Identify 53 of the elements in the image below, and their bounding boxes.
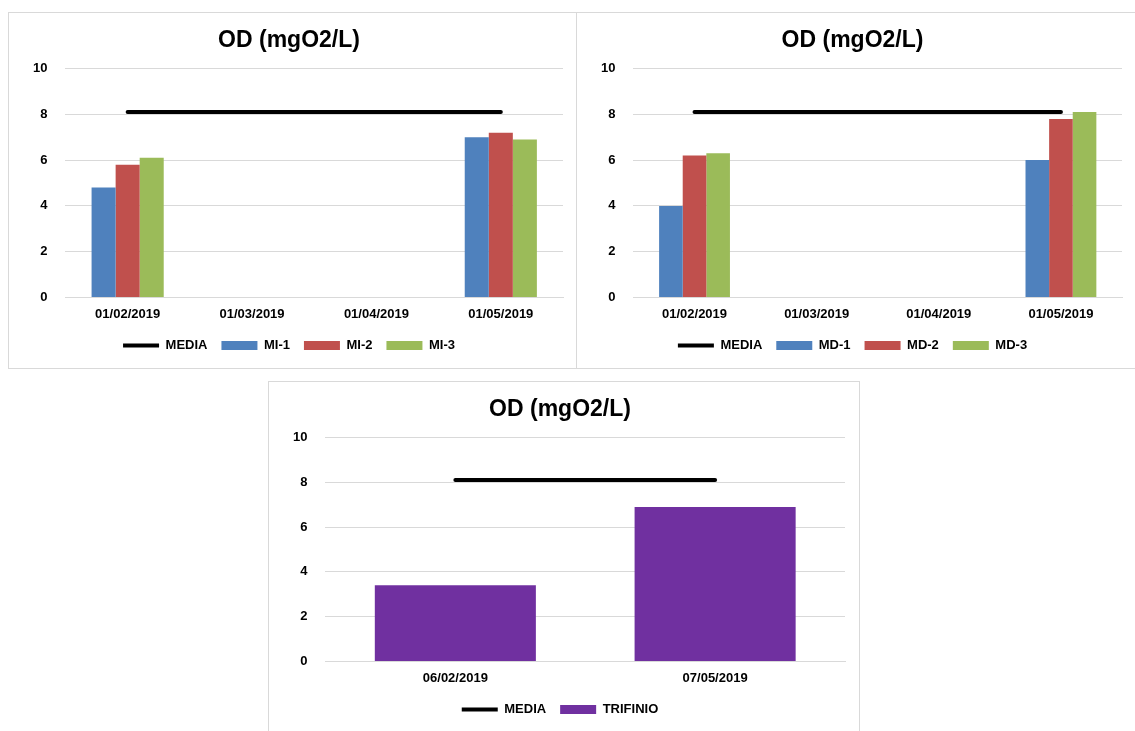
y-tick-label: 4 bbox=[608, 197, 617, 213]
bar bbox=[1025, 160, 1050, 297]
y-tick-label: 10 bbox=[600, 60, 616, 76]
bar bbox=[464, 137, 489, 297]
y-tick-label: 0 bbox=[300, 652, 308, 668]
bar bbox=[1072, 112, 1097, 297]
x-tick-label: 01/03/2019 bbox=[784, 305, 850, 321]
legend-label: MEDIA bbox=[504, 701, 547, 717]
x-tick-label: 01/05/2019 bbox=[468, 305, 534, 321]
bar bbox=[1049, 118, 1073, 297]
x-tick-label: 01/05/2019 bbox=[1028, 305, 1094, 321]
bar bbox=[115, 164, 140, 297]
x-tick-label: 01/03/2019 bbox=[219, 305, 285, 321]
x-tick-label: 01/04/2019 bbox=[343, 305, 409, 321]
bar bbox=[91, 187, 116, 297]
bar bbox=[139, 157, 164, 297]
x-tick-label: 01/04/2019 bbox=[906, 305, 972, 321]
y-tick-label: 8 bbox=[40, 105, 48, 121]
y-tick-label: 6 bbox=[608, 151, 616, 167]
y-tick-label: 4 bbox=[300, 563, 309, 579]
y-tick-label: 4 bbox=[40, 197, 49, 213]
x-tick-label: 06/02/2019 bbox=[422, 669, 488, 685]
y-tick-label: 0 bbox=[608, 288, 616, 304]
x-tick-label: 07/05/2019 bbox=[682, 669, 748, 685]
legend-label: MEDIA bbox=[165, 337, 209, 353]
legend-label: MD-3 bbox=[995, 337, 1028, 353]
legend-label: MD-2 bbox=[907, 337, 939, 353]
x-tick-label: 01/02/2019 bbox=[661, 305, 728, 321]
y-tick-label: 8 bbox=[608, 105, 616, 121]
bar bbox=[682, 155, 707, 297]
legend-label: MI-1 bbox=[263, 337, 290, 353]
y-tick-label: 6 bbox=[300, 518, 308, 534]
y-tick-label: 0 bbox=[40, 288, 48, 304]
chart-title: OD (mgO2/L) bbox=[218, 26, 360, 53]
y-tick-label: 2 bbox=[40, 243, 48, 259]
chart-title: OD (mgO2/L) bbox=[781, 26, 924, 53]
legend-label: TRIFINIO bbox=[602, 701, 659, 717]
y-tick-label: 8 bbox=[300, 473, 308, 489]
legend-label: MI-3 bbox=[428, 337, 455, 353]
legend-label: MI-2 bbox=[346, 337, 373, 353]
bar bbox=[659, 205, 683, 297]
y-tick-label: 6 bbox=[40, 151, 48, 167]
bar bbox=[488, 132, 513, 297]
bar bbox=[512, 139, 537, 297]
y-tick-label: 2 bbox=[300, 608, 308, 624]
y-tick-label: 10 bbox=[32, 60, 48, 76]
legend-label: MEDIA bbox=[720, 337, 763, 353]
chart-title: OD (mgO2/L) bbox=[489, 395, 631, 422]
y-tick-label: 2 bbox=[608, 243, 616, 259]
y-tick-label: 10 bbox=[292, 429, 308, 445]
bar bbox=[706, 153, 730, 297]
legend-label: MD-1 bbox=[818, 337, 851, 353]
x-tick-label: 01/02/2019 bbox=[95, 305, 161, 321]
